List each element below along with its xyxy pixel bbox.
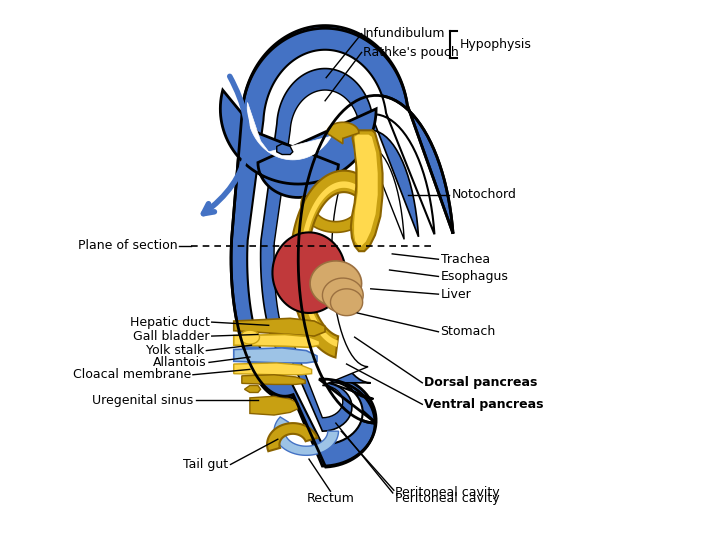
Polygon shape — [323, 278, 363, 313]
Polygon shape — [300, 181, 375, 347]
Polygon shape — [274, 90, 404, 418]
Polygon shape — [330, 289, 363, 316]
Polygon shape — [247, 50, 434, 444]
Polygon shape — [274, 417, 338, 455]
Polygon shape — [310, 261, 361, 306]
Text: Allantois: Allantois — [153, 356, 207, 369]
Text: Gall bladder: Gall bladder — [133, 329, 210, 342]
Text: Trachea: Trachea — [441, 253, 490, 266]
Polygon shape — [242, 375, 305, 384]
Polygon shape — [301, 197, 371, 232]
Polygon shape — [354, 134, 378, 246]
Text: Ventral pancreas: Ventral pancreas — [425, 398, 544, 411]
Text: Cloacal membrane: Cloacal membrane — [73, 368, 191, 381]
Text: Plane of section: Plane of section — [78, 239, 177, 252]
Text: Infundibulum: Infundibulum — [363, 27, 445, 40]
Polygon shape — [272, 232, 346, 313]
Text: Dorsal pancreas: Dorsal pancreas — [425, 376, 538, 389]
Polygon shape — [245, 386, 261, 393]
Polygon shape — [220, 90, 376, 198]
Text: Liver: Liver — [441, 288, 472, 301]
Text: Notochord: Notochord — [451, 188, 516, 201]
Polygon shape — [234, 319, 325, 336]
Text: Peritoneal cavity: Peritoneal cavity — [395, 487, 500, 500]
Polygon shape — [234, 348, 317, 363]
Text: Yolk stalk: Yolk stalk — [146, 344, 204, 357]
Polygon shape — [234, 334, 320, 347]
Polygon shape — [267, 423, 318, 451]
Text: Hepatic duct: Hepatic duct — [130, 315, 210, 329]
Polygon shape — [327, 122, 359, 144]
Text: Rathke's pouch: Rathke's pouch — [363, 46, 459, 59]
Text: Tail gut: Tail gut — [184, 458, 228, 471]
Text: Peritoneal cavity: Peritoneal cavity — [395, 492, 500, 505]
Text: Rectum: Rectum — [307, 492, 354, 505]
Polygon shape — [250, 396, 298, 415]
Polygon shape — [276, 144, 293, 154]
Text: Esophagus: Esophagus — [441, 270, 508, 283]
Text: Hypophysis: Hypophysis — [459, 38, 531, 51]
Polygon shape — [351, 130, 382, 251]
Polygon shape — [240, 330, 259, 344]
Text: Stomach: Stomach — [441, 325, 496, 338]
Polygon shape — [234, 363, 312, 375]
Polygon shape — [231, 25, 453, 466]
Polygon shape — [261, 69, 418, 431]
Polygon shape — [290, 171, 382, 357]
Text: Uregenital sinus: Uregenital sinus — [92, 394, 194, 407]
Polygon shape — [247, 103, 331, 160]
